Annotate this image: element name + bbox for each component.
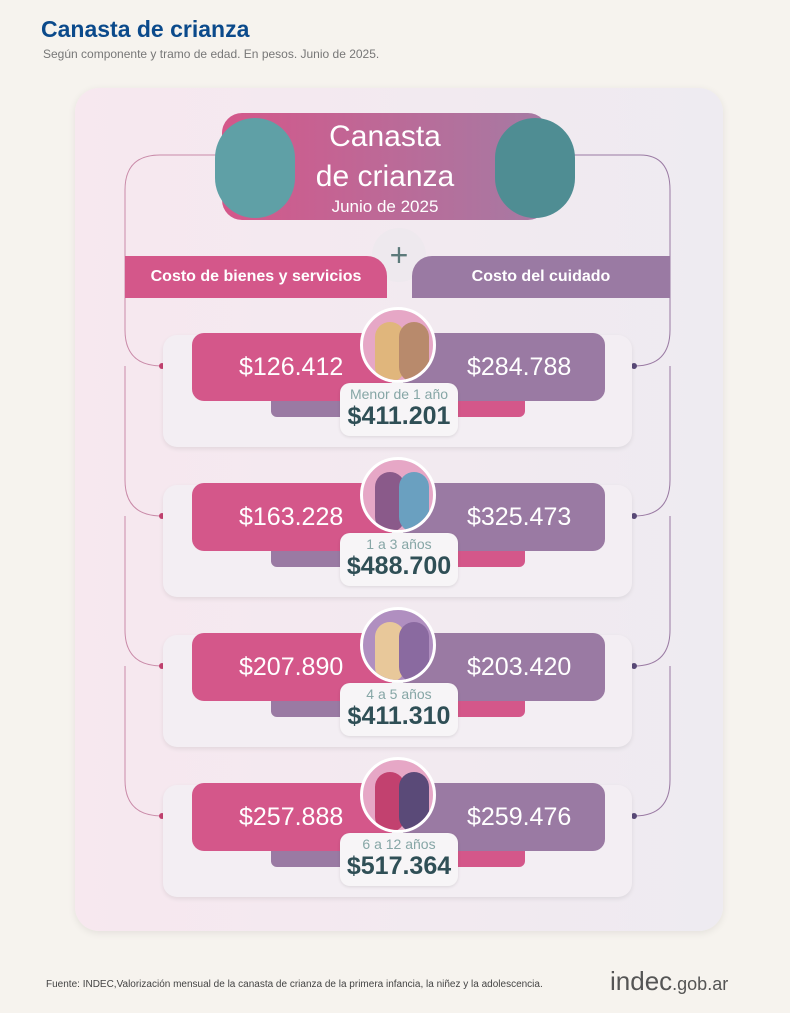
logo-suffix: .gob.ar (672, 974, 729, 994)
mother-illustration-icon (215, 118, 295, 218)
care-cost-label: Costo del cuidado (412, 256, 670, 298)
logo-main: indec (610, 966, 673, 996)
goods-services-label: Costo de bienes y servicios (125, 256, 387, 298)
infographic-date: Junio de 2025 (331, 197, 439, 216)
age-row-card: $257.888 $259.476 6 a 12 años $517.364 (163, 757, 632, 897)
total-value: $517.364 (346, 852, 452, 880)
page-subtitle: Según componente y tramo de edad. En pes… (43, 47, 380, 61)
total-value: $488.700 (346, 552, 452, 580)
total-value: $411.201 (347, 402, 451, 430)
total-value: $411.310 (347, 702, 451, 730)
age-row-card: $163.228 $325.473 1 a 3 años $488.700 (163, 457, 632, 597)
indec-logo[interactable]: indec.gob.ar (610, 966, 728, 997)
age-row-card: $207.890 $203.420 4 a 5 años $411.310 (163, 607, 632, 747)
babies-icon (360, 307, 436, 383)
total-box: Menor de 1 año $411.201 (340, 383, 458, 436)
father-illustration-icon (495, 118, 575, 218)
age-label: 1 a 3 años (366, 536, 432, 552)
total-box: 4 a 5 años $411.310 (340, 683, 458, 736)
infographic-title-2: de crianza (315, 160, 455, 193)
children-icon (360, 607, 436, 683)
total-box: 6 a 12 años $517.364 (340, 833, 458, 886)
source-note: Fuente: INDEC,Valorización mensual de la… (46, 979, 543, 990)
infographic-title-1: Canasta (329, 120, 441, 153)
age-label: Menor de 1 año (349, 386, 449, 402)
total-box: 1 a 3 años $488.700 (340, 533, 458, 586)
left-connectors (124, 298, 163, 817)
older-children-icon (360, 757, 436, 833)
page-title: Canasta de crianza (41, 16, 250, 42)
age-label: 6 a 12 años (362, 836, 436, 852)
toddlers-icon (360, 457, 436, 533)
age-row-card: $126.412 $284.788 Menor de 1 año $411.201 (163, 307, 632, 447)
age-label: 4 a 5 años (366, 686, 432, 702)
